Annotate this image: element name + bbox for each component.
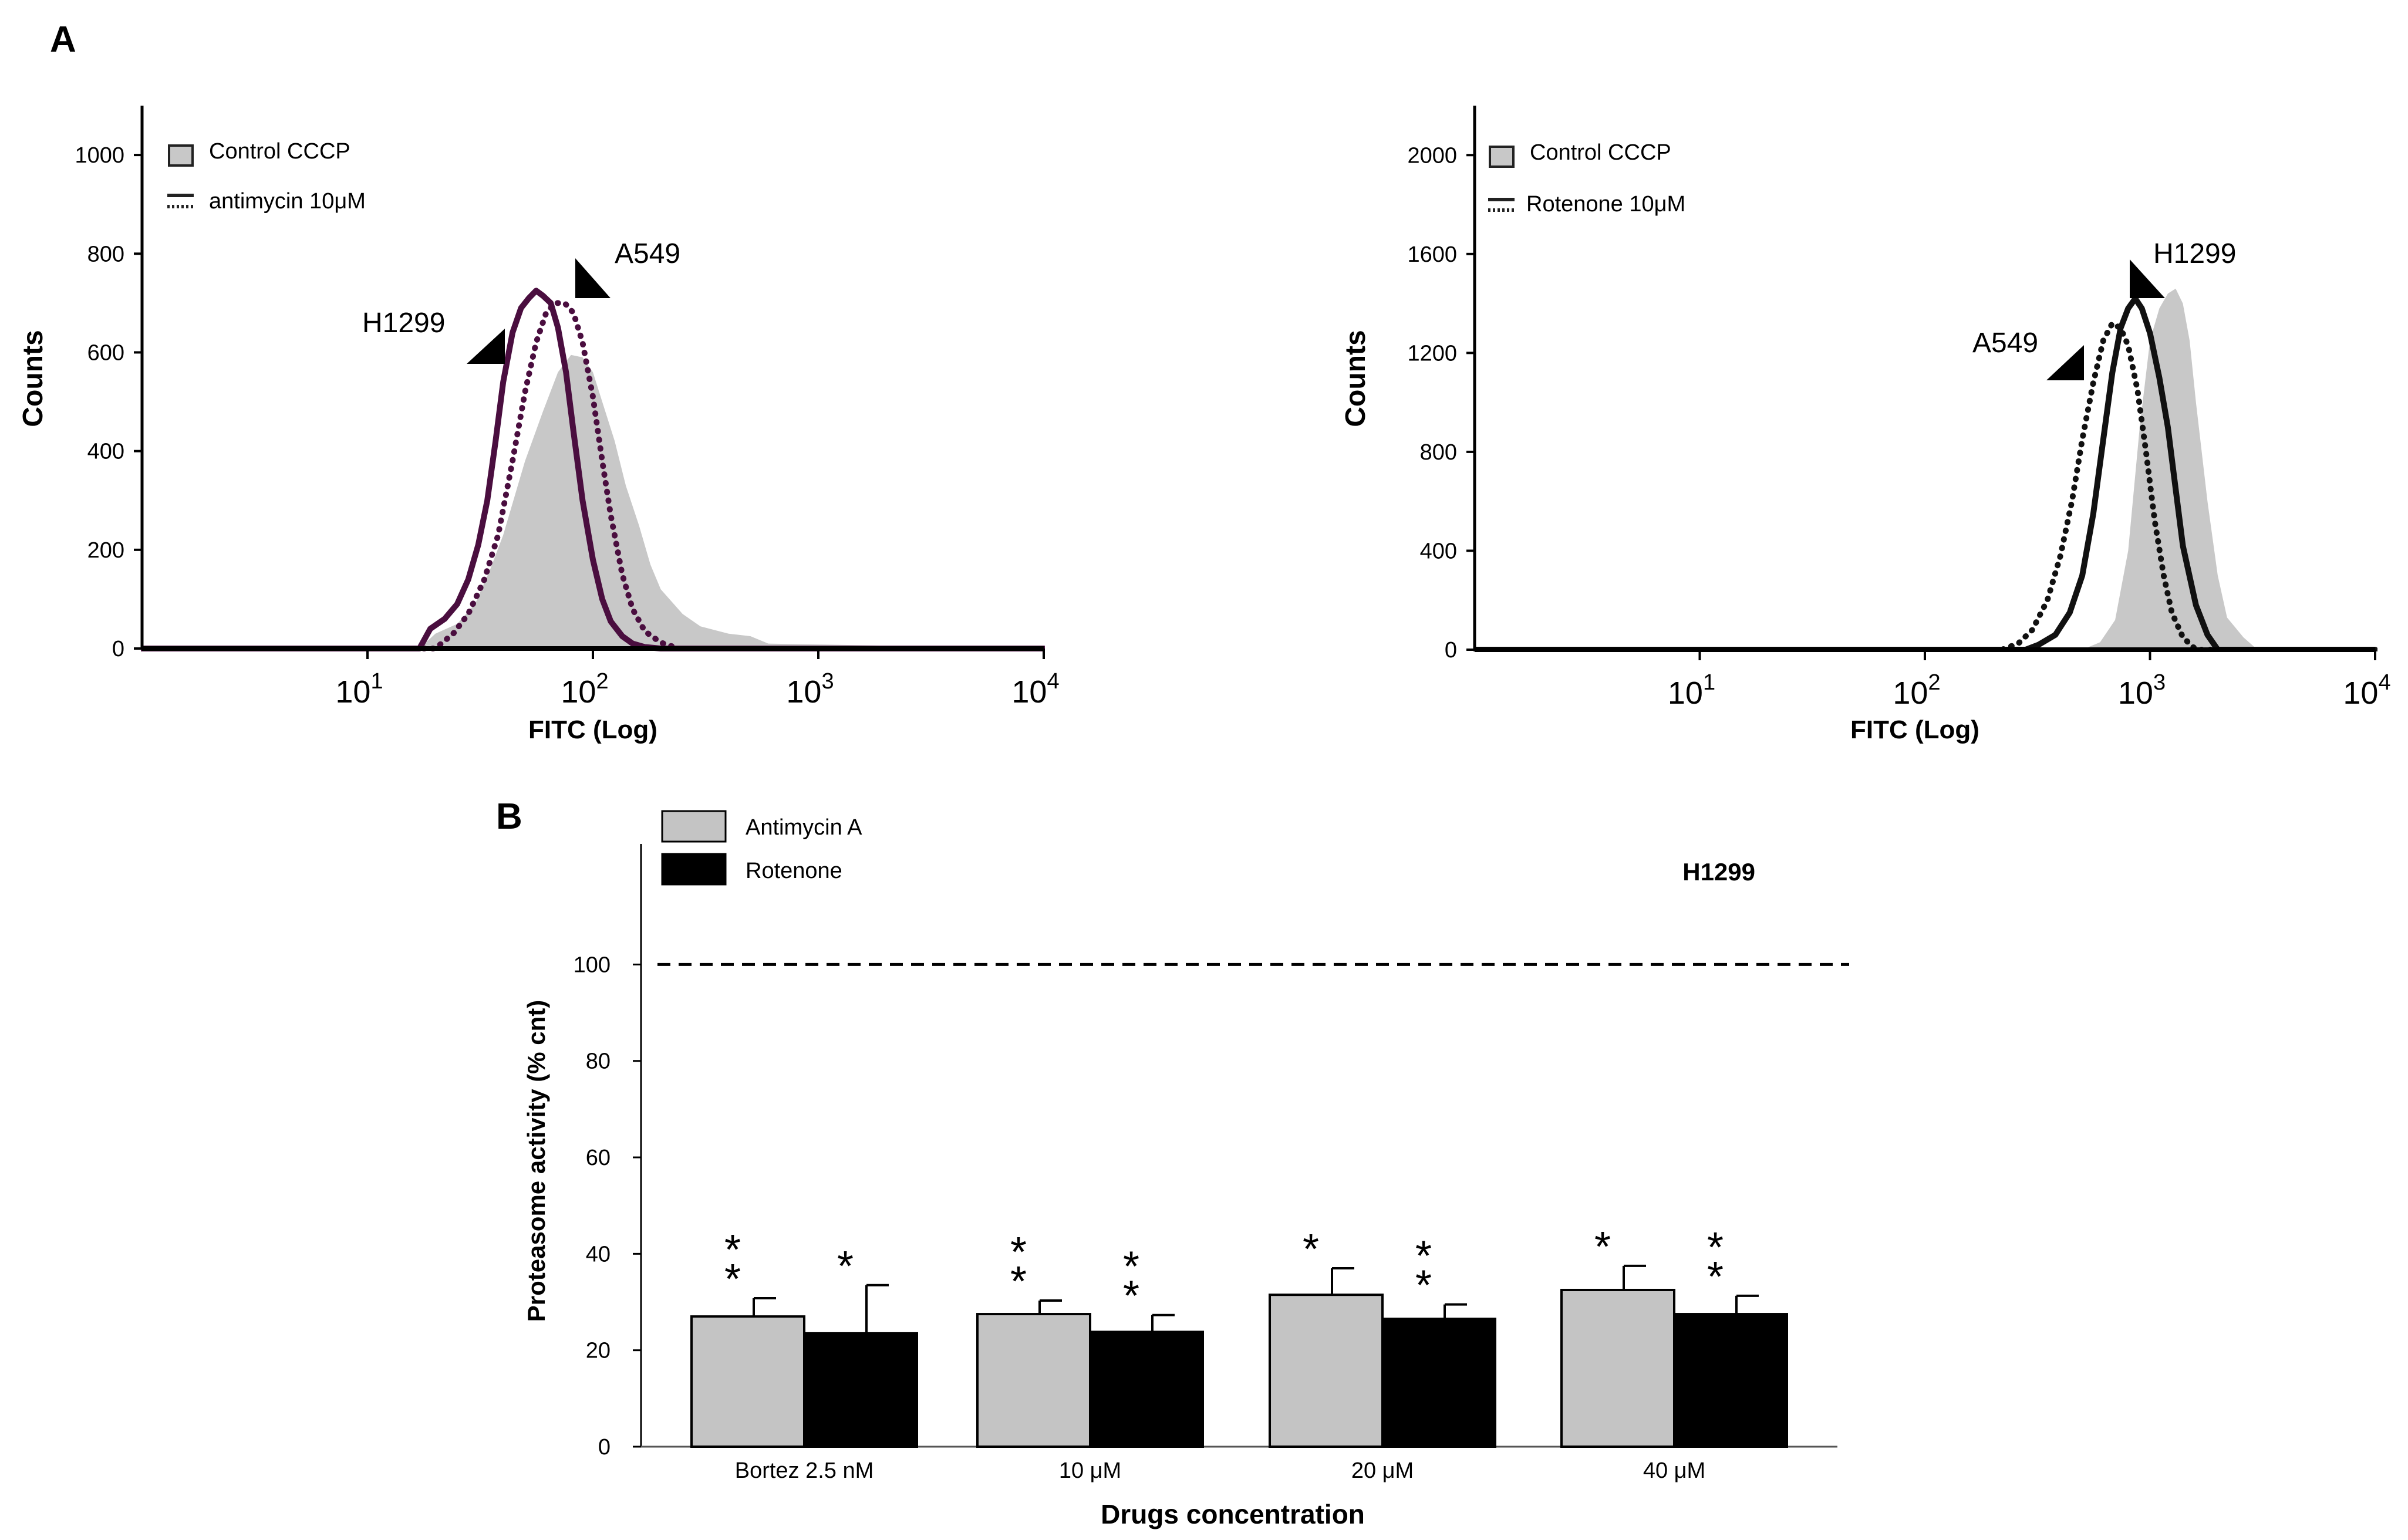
significance-mark: * [1303,1226,1319,1273]
x-axis-label: Drugs concentration [1101,1499,1365,1529]
y-axis-label: Counts [1340,330,1371,427]
x-category-label: Bortez 2.5 nM [735,1458,874,1483]
histogram-chart-rotenone: 0 400 800 1200 1600 2000 101 102 103 104 FITC (Lo… [1340,106,2391,744]
chart-title: H1299 [1682,858,1755,886]
legend: Antimycin A Rotenone [661,810,862,886]
legend-rotenone-swatch [661,853,727,886]
x-tick-label: 101 [1668,670,1715,711]
bar-antimycin-a-0 [690,1315,805,1448]
panel-a-label: A [50,19,76,60]
x-category-label: 40 μM [1643,1458,1705,1483]
y-tick-label: 400 [1420,539,1457,563]
series-control-cccp-fill [1475,288,2375,650]
significance-mark: * [1010,1229,1027,1276]
bar-antimycin-a-2 [1269,1294,1384,1448]
y-tick-label: 20 [586,1339,611,1363]
y-tick-label: 800 [1420,440,1457,465]
y-tick-label: 80 [586,1049,611,1074]
bar-rotenone-3 [1673,1313,1788,1448]
y-tick-label: 200 [87,538,124,563]
significance-mark: * [1707,1254,1724,1301]
y-axis-label: Proteasome activity (% cnt) [522,1000,550,1322]
significance-mark: * [1415,1262,1432,1309]
arrowhead-icon [2046,345,2084,380]
annotation-a549-label: A549 [615,238,680,269]
bar-rotenone-2 [1381,1318,1496,1448]
series-h1299-line [1473,295,2377,651]
x-category-label: 10 μM [1059,1458,1121,1483]
y-tick-label: 1600 [1407,242,1457,267]
significance-mark: * [1010,1258,1027,1305]
legend-control-label: Control CCCP [1530,140,1671,165]
significance-mark: * [1707,1224,1724,1271]
legend-control-swatch [1489,146,1515,168]
series-control-cccp-fill [142,354,1044,649]
significance-mark: * [1123,1244,1139,1291]
legend-treatment-label: Rotenone 10μM [1526,192,1685,217]
arrowhead-icon [467,329,505,364]
x-category-label: 20 μM [1351,1458,1414,1483]
panel-b-label: B [496,796,522,837]
x-tick-label: 102 [1893,670,1940,711]
y-tick-label: 0 [112,637,124,661]
legend-antimycin-swatch [661,810,727,843]
legend-control-label: Control CCCP [209,139,350,164]
x-axis-label: FITC (Log) [528,715,657,744]
y-tick-label: 0 [598,1435,611,1460]
x-tick-label: 102 [561,669,608,710]
histogram-chart-antimycin: 0 200 400 600 800 1000 101 102 103 104 FITC (Log)… [18,106,1060,744]
y-tick-label: 1000 [75,143,124,168]
x-tick-label: 101 [335,669,383,710]
bar-antimycin-a-3 [1560,1288,1675,1448]
y-axis-label: Counts [18,330,49,427]
significance-mark: * [724,1227,741,1274]
bar-antimycin-a-1 [976,1313,1091,1448]
y-tick-label: 40 [586,1242,611,1267]
significance-mark: * [1415,1233,1432,1280]
significance-mark: * [1594,1224,1611,1271]
annotation-a549: A549 [575,238,680,298]
y-tick-label: 2000 [1407,143,1457,168]
series-a549-line [141,300,1045,651]
annotation-a549: A549 [1972,327,2084,380]
x-tick-label: 104 [2343,670,2390,711]
y-tick-label: 800 [87,242,124,266]
legend: Control CCCP Rotenone 10μM [1488,140,1685,217]
series-h1299-line [141,288,1045,651]
x-tick-label: 104 [1011,669,1059,710]
legend-control-swatch [168,144,194,167]
significance-mark: * [837,1243,854,1290]
series-a549-line [1473,320,2377,651]
legend-antimycin-label: Antimycin A [746,815,862,840]
legend: Control CCCP antimycin 10μM [167,139,366,214]
annotation-a549-label: A549 [1972,327,2038,359]
legend-treatment-label: antimycin 10μM [209,189,366,214]
x-tick-label: 103 [2118,670,2166,711]
y-tick-label: 60 [586,1146,611,1170]
arrowhead-icon [2130,259,2165,298]
y-tick-label: 600 [87,340,124,365]
y-tick-label: 100 [574,953,611,977]
annotation-h1299: H1299 [362,308,505,364]
y-tick-label: 400 [87,440,124,464]
arrowhead-icon [575,258,611,298]
bar-rotenone-0 [803,1332,918,1448]
annotation-h1299-label: H1299 [362,308,445,339]
annotation-h1299: H1299 [2130,238,2236,298]
bar-rotenone-1 [1089,1330,1204,1448]
y-tick-label: 0 [1445,638,1457,663]
significance-mark: * [1123,1273,1139,1320]
significance-mark: * [724,1256,741,1303]
x-axis-label: FITC (Log) [1850,715,1979,744]
y-tick-label: 1200 [1407,341,1457,366]
annotation-h1299-label: H1299 [2153,238,2236,269]
x-tick-label: 103 [786,669,834,710]
legend-rotenone-label: Rotenone [746,859,842,883]
